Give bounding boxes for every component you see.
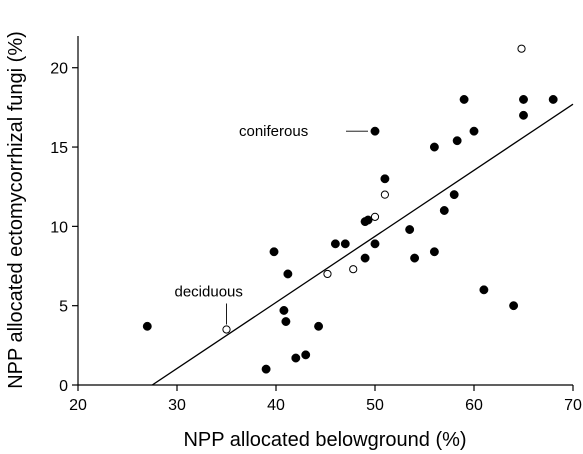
- data-point-filled: [363, 215, 373, 225]
- annotations: coniferous deciduous: [175, 123, 368, 325]
- x-tick-label: 50: [366, 397, 384, 414]
- axes: [77, 36, 573, 386]
- annotation-deciduous: deciduous: [175, 283, 243, 300]
- y-tick-label: 10: [50, 219, 68, 236]
- data-point-filled: [314, 321, 324, 331]
- regression-line-group: [151, 103, 574, 386]
- data-point-filled: [429, 142, 439, 152]
- data-point-filled: [429, 247, 439, 257]
- y-tick-label: 20: [50, 61, 68, 78]
- data-point-open: [370, 212, 380, 221]
- data-point-filled: [340, 239, 350, 249]
- data-point-filled: [449, 190, 459, 200]
- data-point-filled: [281, 317, 291, 326]
- x-tick-label: 70: [564, 397, 582, 414]
- data-point-filled: [261, 364, 271, 374]
- data-points: [142, 44, 558, 374]
- data-point-filled: [509, 301, 519, 311]
- data-point-filled: [519, 110, 528, 120]
- data-point-filled: [439, 206, 449, 215]
- data-point-open: [517, 44, 526, 53]
- y-tick-label: 5: [59, 299, 68, 316]
- annotation-coniferous: coniferous: [239, 123, 308, 140]
- data-point-filled: [459, 95, 469, 104]
- data-point-open: [349, 265, 358, 274]
- x-tick-label: 40: [267, 397, 285, 414]
- x-axis-title: NPP allocated belowground (%): [183, 429, 466, 451]
- data-point-filled: [410, 253, 420, 263]
- data-point-open: [380, 190, 389, 199]
- x-tick-label: 60: [465, 397, 483, 414]
- x-tick-label: 20: [69, 397, 87, 414]
- y-axis-title: NPP allocated ectomycorrhizal fungi (%): [5, 31, 27, 389]
- axis-ticks: 20 30 40 50 60 70 0 5 10 15 20: [50, 61, 582, 414]
- data-point-filled: [291, 353, 301, 363]
- x-tick-label: 30: [168, 397, 186, 414]
- data-point-filled: [380, 174, 390, 184]
- data-point-open: [222, 325, 231, 334]
- data-point-filled: [301, 350, 311, 360]
- data-point-filled: [330, 239, 340, 249]
- regression-line: [151, 103, 574, 386]
- data-point-open: [323, 269, 332, 279]
- data-point-filled: [469, 126, 479, 136]
- data-point-filled: [279, 305, 289, 315]
- data-point-filled: [370, 239, 380, 249]
- data-point-filled: [142, 321, 152, 331]
- y-tick-label: 15: [50, 140, 68, 157]
- data-point-filled: [360, 253, 370, 263]
- data-point-filled: [519, 95, 528, 104]
- y-tick-label: 0: [59, 378, 68, 395]
- data-point-filled: [479, 285, 489, 295]
- data-point-filled: [370, 126, 380, 136]
- data-point-filled: [548, 95, 558, 104]
- data-point-filled: [269, 247, 279, 257]
- data-point-filled: [452, 136, 462, 146]
- data-point-filled: [283, 269, 293, 279]
- data-point-filled: [405, 225, 415, 234]
